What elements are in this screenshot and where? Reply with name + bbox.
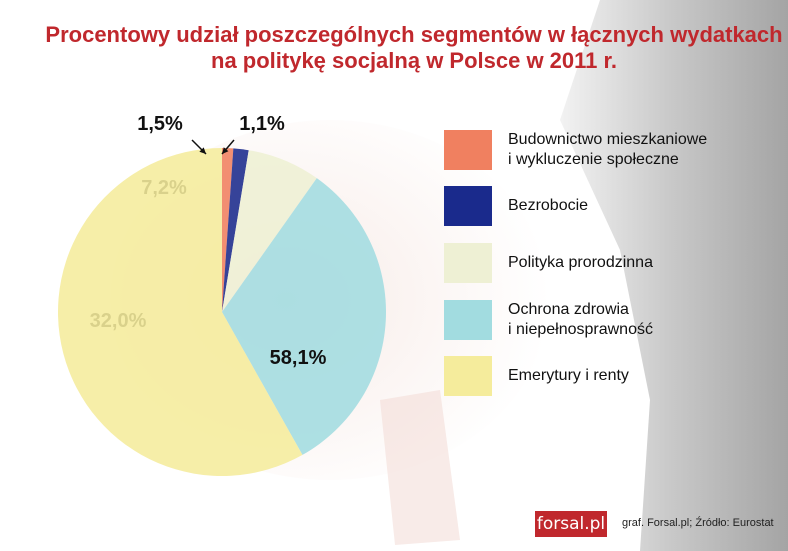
legend-label-line: i wykluczenie społeczne <box>508 151 679 168</box>
leader-arrowhead <box>199 147 206 154</box>
slice-value-label: 1,5% <box>137 113 183 135</box>
pie-slice <box>222 178 386 455</box>
forsal-logo: forsal.pl <box>535 511 607 537</box>
legend-swatch <box>444 300 492 340</box>
legend-label-line: Budownictwo mieszkaniowe <box>508 131 708 148</box>
pie-slice <box>222 148 234 312</box>
legend-label-line: Ochrona zdrowia <box>508 301 629 318</box>
legend-label: Emerytury i renty <box>508 366 778 386</box>
pie-slice <box>222 150 317 312</box>
legend-label-line: Emerytury i renty <box>508 367 629 384</box>
leader-arrowhead <box>222 147 229 154</box>
legend-label: Budownictwo mieszkaniowe i wykluczenie sp… <box>508 130 778 170</box>
slice-value-label: 58,1% <box>270 347 327 369</box>
legend-swatch <box>444 243 492 283</box>
source-credit: graf. Forsal.pl; Źródło: Eurostat <box>622 517 774 529</box>
pie-slice <box>222 148 249 312</box>
legend-swatch <box>444 130 492 170</box>
chart-title-line-1: Procentowy udział poszczególnych segment… <box>45 22 783 47</box>
legend-label: Bezrobocie <box>508 196 778 216</box>
legend-swatch <box>444 356 492 396</box>
chart-title-line-2: na politykę socjalną w Polsce w 2011 r. <box>211 48 617 73</box>
chart-title: Procentowy udział poszczególnych segment… <box>0 22 788 74</box>
legend-label-line: Polityka prorodzinna <box>508 254 653 271</box>
legend-label-line: Bezrobocie <box>508 197 589 214</box>
legend-label: Polityka prorodzinna <box>508 253 778 273</box>
legend-label-line: i niepełnosprawność <box>508 321 653 338</box>
slice-value-label: 1,1% <box>239 113 285 135</box>
legend-swatch <box>444 186 492 226</box>
legend-label: Ochrona zdrowia i niepełnosprawność <box>508 300 778 340</box>
pie-slice <box>57 148 303 476</box>
